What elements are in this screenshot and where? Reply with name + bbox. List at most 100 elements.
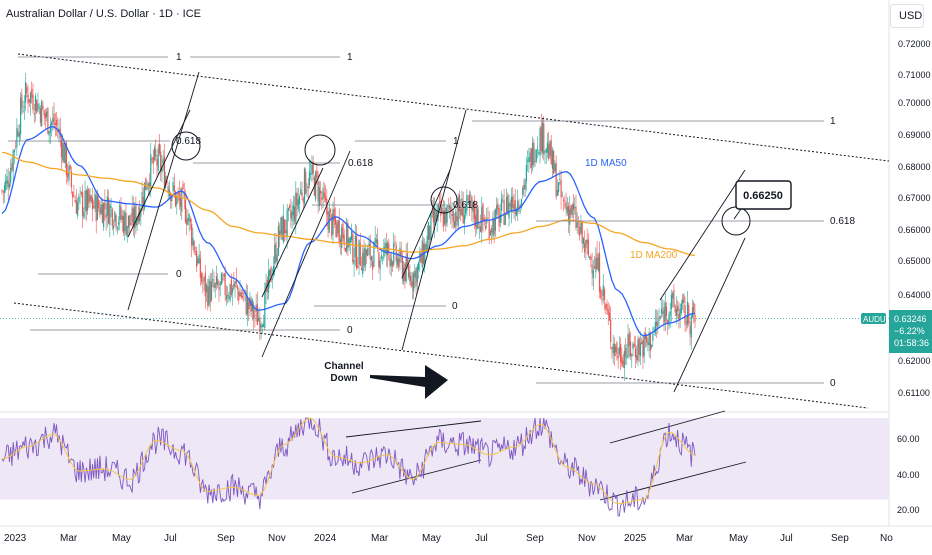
candle-body: [436, 210, 438, 221]
last-price-countdown: 01:58:36: [894, 338, 929, 348]
candle-body: [388, 243, 390, 253]
candle-body: [530, 148, 532, 169]
candle-body: [306, 190, 308, 191]
candle-body: [556, 189, 558, 196]
price-tick: 0.69000: [898, 130, 931, 140]
candle-body: [12, 150, 14, 172]
candle-body: [88, 189, 90, 204]
rsi-layer: [1, 417, 696, 517]
candle-body: [157, 148, 159, 171]
candle-body: [101, 204, 104, 224]
candle-body: [448, 205, 451, 209]
candle-body: [300, 189, 302, 195]
target-pointer-line: [733, 208, 742, 220]
candle-body: [431, 210, 433, 214]
candle-body: [504, 213, 506, 225]
currency-selector[interactable]: [890, 4, 924, 28]
candle-body: [355, 235, 358, 269]
candle-body: [628, 333, 630, 346]
candle-body: [452, 211, 454, 222]
candle-body: [513, 204, 515, 210]
candle-body: [24, 82, 27, 103]
fib-label-5: 0.618: [453, 200, 478, 211]
candle-body: [84, 190, 86, 211]
candle-body: [298, 196, 301, 204]
candle-body: [560, 180, 562, 198]
candle-body: [674, 305, 676, 313]
rsi-channel-line: [345, 420, 482, 438]
candle-body: [192, 237, 194, 246]
candle-body: [193, 241, 195, 253]
candle-body: [553, 151, 555, 174]
candle-body: [400, 249, 402, 257]
candle-body: [580, 222, 582, 234]
candle-body: [85, 189, 87, 212]
candle-body: [689, 326, 691, 335]
candle-body: [394, 241, 396, 243]
candle-body: [198, 254, 200, 264]
last-price-value: 0.63246: [894, 314, 927, 324]
candle-body: [486, 218, 488, 224]
candle-body: [285, 230, 287, 234]
candle-body: [478, 226, 480, 228]
candle-body: [312, 161, 314, 174]
candle-body: [167, 185, 169, 193]
candle-body: [281, 216, 283, 240]
candle-body: [153, 147, 156, 161]
candle-body: [496, 205, 498, 215]
candle-body: [326, 198, 328, 215]
candle-body: [518, 205, 520, 209]
candle-body: [618, 346, 620, 355]
candle-body: [603, 288, 606, 301]
candle-body: [593, 266, 596, 269]
candle-body: [140, 209, 142, 217]
fib-label-4: 0.618: [348, 158, 373, 169]
time-label: Nov: [578, 533, 596, 544]
candle-body: [391, 261, 394, 267]
candle-body: [545, 148, 547, 153]
candle-body: [509, 203, 511, 207]
candle-body: [280, 217, 282, 234]
candle-body: [572, 204, 575, 210]
candle-body: [307, 185, 309, 189]
candle-body: [284, 219, 286, 234]
candle-body: [611, 347, 613, 350]
candle-body: [329, 208, 332, 212]
candle-body: [365, 249, 368, 256]
candle-body: [605, 304, 607, 309]
candle-body: [246, 297, 249, 315]
candle-body: [287, 207, 289, 211]
candle-body: [119, 204, 121, 221]
candle-body: [114, 211, 116, 222]
candle-body: [414, 270, 416, 278]
candle-body: [65, 142, 68, 176]
candle-body: [125, 212, 127, 235]
candle-body: [678, 313, 680, 322]
candle-body: [673, 289, 675, 307]
candle-body: [472, 202, 474, 213]
candle-body: [675, 308, 678, 316]
candle-body: [353, 259, 355, 265]
candle-body: [463, 214, 466, 224]
candle-body: [590, 256, 592, 261]
candle-body: [177, 191, 179, 195]
candle-body: [19, 97, 22, 135]
fib-label-2: 1: [347, 52, 353, 63]
candle-body: [507, 194, 509, 215]
candle-body: [197, 259, 199, 264]
candle-body: [233, 283, 235, 289]
candle-body: [620, 344, 622, 362]
candle-body: [146, 187, 148, 190]
candle-body: [255, 304, 257, 312]
candle-body: [303, 168, 306, 204]
candle-body: [77, 202, 79, 216]
candle-body: [104, 201, 106, 210]
candle-body: [592, 270, 594, 279]
candle-body: [348, 238, 350, 247]
candle-body: [461, 198, 463, 216]
candle-body: [235, 279, 237, 284]
candle-body: [581, 222, 583, 243]
candle-body: [196, 250, 198, 267]
candle-body: [419, 252, 421, 262]
candle-body: [222, 278, 224, 280]
